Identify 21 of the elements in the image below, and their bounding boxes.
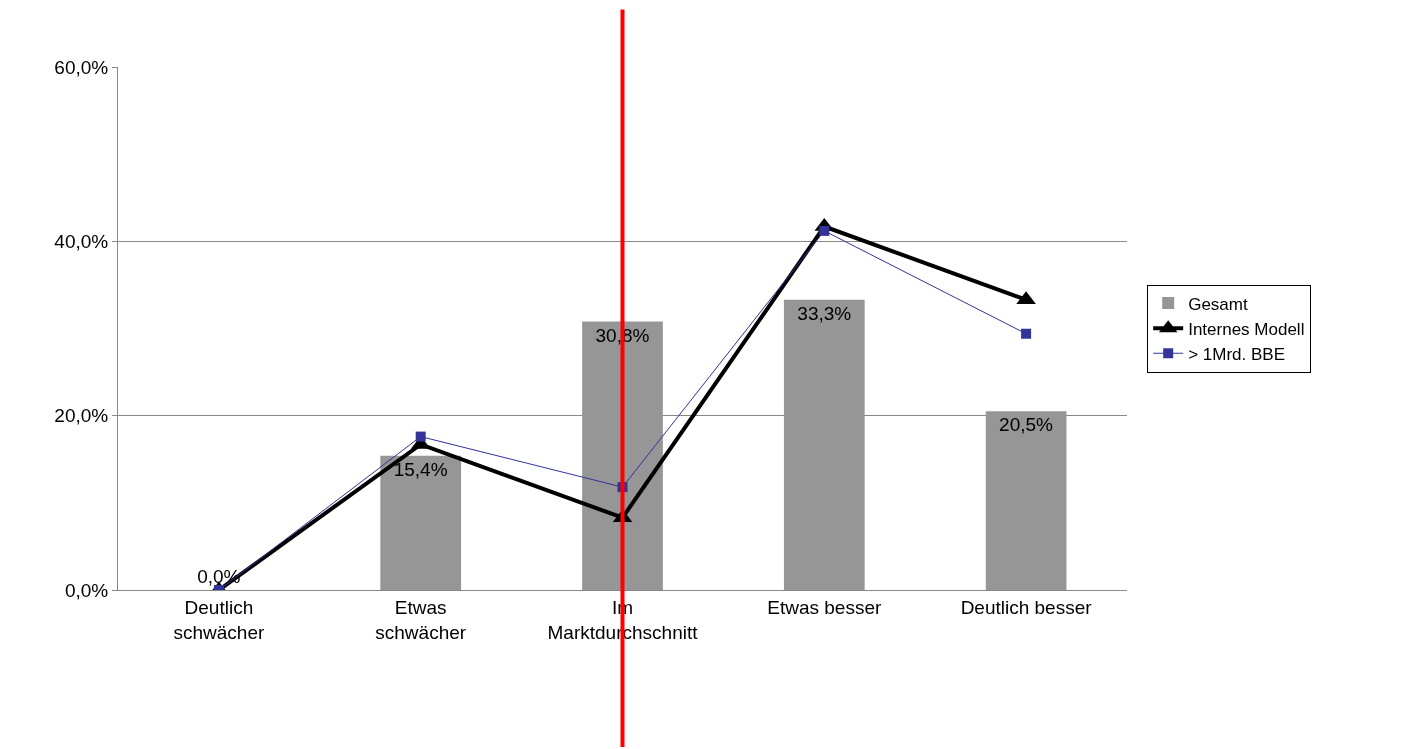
- y-tick-label: 20,0%: [54, 405, 109, 427]
- bar: [380, 455, 462, 590]
- data-label: 15,4%: [393, 458, 448, 480]
- point: [1021, 328, 1032, 339]
- bar: [985, 411, 1067, 590]
- bar: [582, 321, 663, 590]
- y-tick-label: 60,0%: [54, 56, 109, 78]
- x-tick-label: Etwas besser: [767, 596, 882, 618]
- data-label: 20,5%: [999, 414, 1054, 436]
- x-tick-label: Deutlich besser: [960, 596, 1093, 618]
- data-label: 33,3%: [797, 302, 852, 324]
- point: [819, 225, 830, 236]
- legend-label: Internes Modell: [1188, 319, 1305, 339]
- legend-label: Gesamt: [1188, 294, 1248, 314]
- y-tick-label: 40,0%: [54, 230, 109, 252]
- legend-label: > 1Mrd. BBE: [1188, 344, 1286, 364]
- point: [415, 431, 426, 442]
- bar: [783, 299, 865, 590]
- x-tick-label: Deutlich schwächer: [173, 596, 265, 643]
- x-tick-label: Etwas schwächer: [375, 596, 467, 643]
- y-tick-label: 0,0%: [64, 579, 109, 601]
